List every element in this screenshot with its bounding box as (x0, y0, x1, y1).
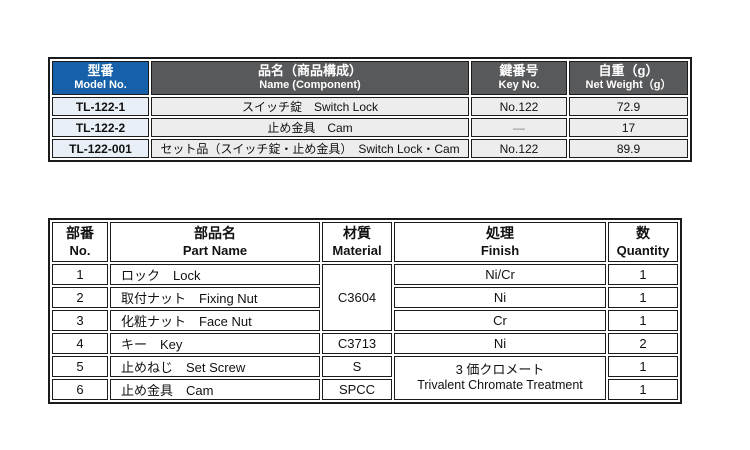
material-cell-c3604: C3604 (322, 264, 392, 331)
header-part-no-en: No. (69, 242, 91, 258)
quantity-cell: 1 (608, 264, 678, 285)
header-part-no: 部番 No. (52, 222, 108, 262)
header-name-component-jp: 品名（商品構成） (257, 63, 362, 78)
parts-header-row: 部番 No. 部品名 Part Name 材質 Material 処理 Fini… (52, 222, 678, 262)
header-name-component-en: Name (Component) (259, 79, 361, 92)
header-quantity: 数 Quantity (608, 222, 678, 262)
model-no-cell: TL-122-001 (52, 139, 149, 158)
finish-trivalent-jp: 3 価クロメート (455, 362, 545, 378)
header-part-name-en: Part Name (182, 242, 248, 258)
parts-row-4-key: 4 キー Key C3713 Ni 2 (52, 333, 678, 354)
header-key-no: 鍵番号 Key No. (471, 61, 567, 95)
part-no-cell: 4 (52, 333, 108, 354)
finish-trivalent-en: Trivalent Chromate Treatment (417, 378, 583, 393)
spec-row-tl-122-2: TL-122-2 止め金具 Cam — 17 (52, 118, 688, 137)
part-name-cell: ロック Lock (110, 264, 320, 285)
part-no-cell: 1 (52, 264, 108, 285)
header-material-jp: 材質 (343, 225, 371, 242)
header-key-no-jp: 鍵番号 (499, 63, 539, 78)
spec-row-tl-122-001: TL-122-001 セット品（スイッチ錠・止め金具） Switch Lock・… (52, 139, 688, 158)
parts-row-5-set-screw: 5 止めねじ Set Screw S 3 価クロメート Trivalent Ch… (52, 356, 678, 400)
finish-cell-trivalent-chromate: 3 価クロメート Trivalent Chromate Treatment (394, 356, 606, 400)
finish-cell: Ni/Cr (394, 264, 606, 285)
spec-header-row: 型番 Model No. 品名（商品構成） Name (Component) 鍵… (52, 61, 688, 95)
finish-cell: Ni (394, 333, 606, 354)
part-name-cell: 止めねじ Set Screw (110, 356, 320, 377)
model-no-cell: TL-122-2 (52, 118, 149, 137)
part-no-cell: 6 (52, 379, 108, 400)
header-quantity-jp: 数 (636, 225, 650, 242)
header-net-weight-jp: 自重（g） (598, 63, 659, 78)
part-no-cell: 5 (52, 356, 108, 377)
parts-row-1-lock: 1 ロック Lock C3604 Ni/Cr 1 (52, 264, 678, 331)
model-no-cell: TL-122-1 (52, 97, 149, 116)
component-name-cell: スイッチ錠 Switch Lock (151, 97, 469, 116)
material-cell: S (322, 356, 392, 377)
header-net-weight: 自重（g） Net Weight（g） (569, 61, 688, 95)
part-name-cell: 化粧ナット Face Nut (110, 310, 320, 331)
part-no-cell: 3 (52, 310, 108, 331)
finish-cell: Ni (394, 287, 606, 308)
part-no-cell: 2 (52, 287, 108, 308)
parts-row-6-cam: 6 止め金具 Cam SPCC 1 (52, 379, 678, 400)
key-no-cell: — (471, 118, 567, 137)
header-model-no-jp: 型番 (87, 63, 114, 78)
header-part-name-jp: 部品名 (194, 225, 236, 242)
header-part-name: 部品名 Part Name (110, 222, 320, 262)
header-model-no-en: Model No. (74, 79, 127, 92)
parts-row-3-face-nut: 3 化粧ナット Face Nut Cr 1 (52, 310, 678, 331)
header-material: 材質 Material (322, 222, 392, 262)
quantity-cell: 2 (608, 333, 678, 354)
header-name-component: 品名（商品構成） Name (Component) (151, 61, 469, 95)
part-name-cell: 取付ナット Fixing Nut (110, 287, 320, 308)
header-finish: 処理 Finish (394, 222, 606, 262)
parts-list-table: 部番 No. 部品名 Part Name 材質 Material 処理 Fini… (48, 218, 682, 404)
spec-row-tl-122-1: TL-122-1 スイッチ錠 Switch Lock No.122 72.9 (52, 97, 688, 116)
part-name-cell: 止め金具 Cam (110, 379, 320, 400)
key-no-cell: No.122 (471, 97, 567, 116)
header-material-en: Material (332, 242, 382, 258)
header-net-weight-en: Net Weight（g） (585, 79, 672, 92)
key-no-cell: No.122 (471, 139, 567, 158)
header-model-no: 型番 Model No. (52, 61, 149, 95)
quantity-cell: 1 (608, 379, 678, 400)
part-name-cell: キー Key (110, 333, 320, 354)
header-key-no-en: Key No. (498, 79, 540, 92)
net-weight-cell: 89.9 (569, 139, 688, 158)
header-quantity-en: Quantity (616, 242, 670, 258)
header-finish-en: Finish (480, 242, 520, 258)
model-spec-table: 型番 Model No. 品名（商品構成） Name (Component) 鍵… (48, 57, 692, 162)
material-cell: SPCC (322, 379, 392, 400)
quantity-cell: 1 (608, 287, 678, 308)
quantity-cell: 1 (608, 356, 678, 377)
net-weight-cell: 72.9 (569, 97, 688, 116)
component-name-cell: 止め金具 Cam (151, 118, 469, 137)
quantity-cell: 1 (608, 310, 678, 331)
material-cell: C3713 (322, 333, 392, 354)
header-part-no-jp: 部番 (66, 225, 94, 242)
component-name-cell: セット品（スイッチ錠・止め金具） Switch Lock・Cam (151, 139, 469, 158)
header-finish-jp: 処理 (486, 225, 514, 242)
net-weight-cell: 17 (569, 118, 688, 137)
parts-row-2-fixing-nut: 2 取付ナット Fixing Nut Ni 1 (52, 287, 678, 308)
finish-cell: Cr (394, 310, 606, 331)
